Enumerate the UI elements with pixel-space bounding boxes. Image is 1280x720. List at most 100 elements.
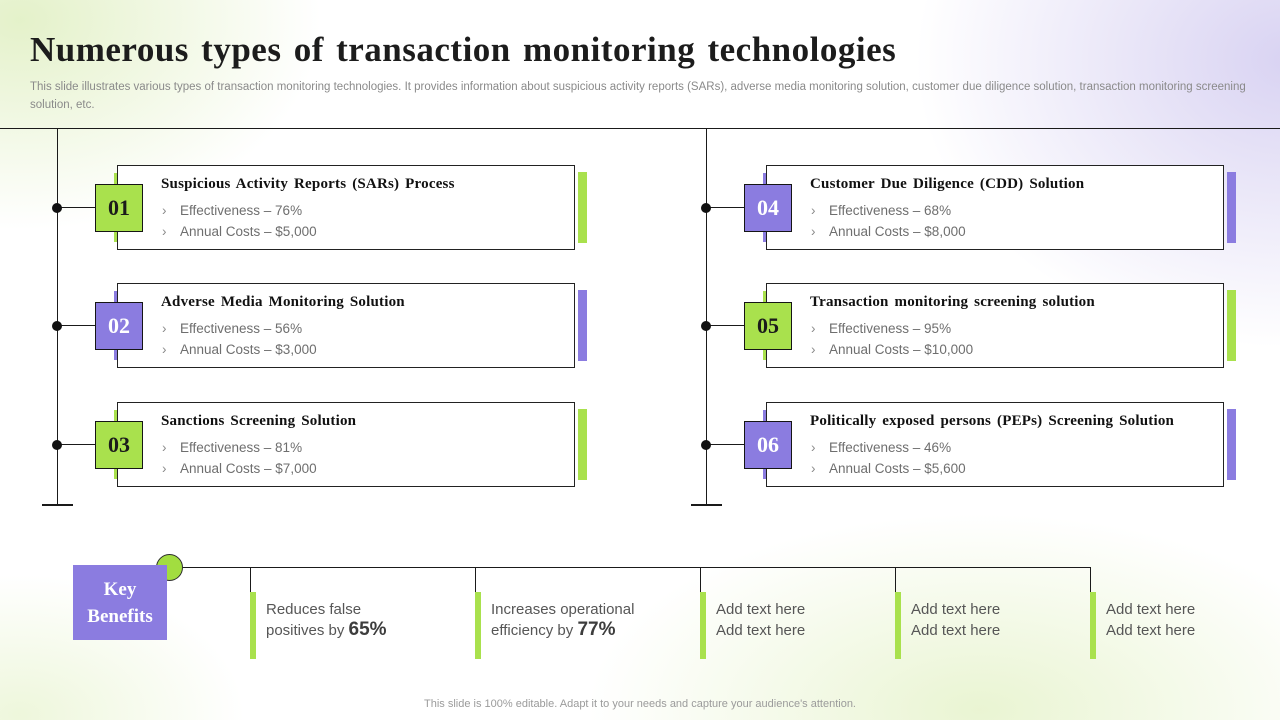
card-title: Suspicious Activity Reports (SARs) Proce…: [161, 176, 455, 192]
bullet-text: Annual Costs – $5,600: [829, 461, 966, 476]
benefit-tick-line: [1090, 567, 1092, 592]
card-accent-bar: [578, 290, 587, 361]
connector-dot-icon: [701, 202, 711, 213]
card-title: Adverse Media Monitoring Solution: [161, 294, 405, 310]
benefit-text: Reduces false positives by 65%: [266, 600, 387, 641]
left-spine-end-cap: [42, 504, 73, 506]
card-content: Adverse Media Monitoring Solution › Effec…: [161, 294, 566, 360]
benefit-line-2: efficiency by 77%: [491, 619, 616, 640]
footer-note: This slide is 100% editable. Adapt it to…: [424, 698, 856, 710]
benefit-tick-line: [250, 567, 252, 592]
benefit-accent-bar: [250, 592, 256, 659]
chevron-bullet-icon: ›: [811, 203, 816, 218]
benefit-line-2: Add text here: [716, 622, 806, 639]
card-accent-bar: [1227, 290, 1236, 361]
tech-card: Transaction monitoring screening solutio…: [701, 283, 1236, 368]
tech-card: Suspicious Activity Reports (SARs) Proce…: [52, 165, 587, 250]
bullet-text: Annual Costs – $10,000: [829, 342, 974, 357]
benefit-item[interactable]: Reduces false positives by 65%: [250, 567, 465, 667]
card-content: Sanctions Screening Solution › Effectiven…: [161, 413, 566, 479]
card-number-badge[interactable]: 03: [95, 420, 143, 469]
connector-line: [706, 206, 754, 208]
card-title: Sanctions Screening Solution: [161, 413, 357, 429]
page-subtitle: This slide illustrates various types of …: [30, 81, 1246, 111]
chevron-bullet-icon: ›: [162, 440, 167, 455]
card-number-badge[interactable]: 02: [95, 301, 143, 350]
benefit-line-1: Increases operational: [491, 601, 635, 618]
right-spine-end-cap: [691, 504, 722, 506]
chevron-bullet-icon: ›: [811, 461, 816, 476]
card-bullet-annual-cost: › Annual Costs – $8,000: [810, 221, 1215, 242]
card-bullet-effectiveness: › Effectiveness – 76%: [161, 200, 566, 221]
connector-line: [706, 324, 754, 326]
card-number-badge[interactable]: 05: [744, 301, 792, 350]
benefit-line-2: positives by 65%: [266, 619, 387, 640]
card-number-badge[interactable]: 06: [744, 420, 792, 469]
benefit-item[interactable]: Add text here Add text here: [895, 567, 1110, 667]
benefit-accent-bar: [475, 592, 481, 659]
bullet-text: Effectiveness – 95%: [829, 321, 952, 336]
card-bullet-effectiveness: › Effectiveness – 68%: [810, 200, 1215, 221]
bullet-text: Annual Costs – $7,000: [180, 461, 317, 476]
card-number-badge[interactable]: 01: [95, 183, 143, 232]
card-box[interactable]: Politically exposed persons (PEPs) Scree…: [766, 402, 1224, 487]
chevron-bullet-icon: ›: [811, 440, 816, 455]
chevron-bullet-icon: ›: [162, 203, 167, 218]
card-bullet-effectiveness: › Effectiveness – 56%: [161, 318, 566, 339]
benefit-line-1: Add text here: [1106, 601, 1196, 618]
card-bullet-effectiveness: › Effectiveness – 46%: [810, 437, 1215, 458]
card-box[interactable]: Transaction monitoring screening solutio…: [766, 283, 1224, 368]
card-accent-bar: [1227, 409, 1236, 480]
benefit-line-2: Add text here: [1106, 622, 1196, 639]
tech-card: Sanctions Screening Solution › Effectiven…: [52, 402, 587, 487]
benefit-tick-line: [700, 567, 702, 592]
benefit-text: Add text here Add text here: [1106, 600, 1195, 641]
card-accent-bar: [578, 409, 587, 480]
benefit-line-1: Reduces false: [266, 601, 362, 618]
card-box[interactable]: Suspicious Activity Reports (SARs) Proce…: [117, 165, 575, 250]
key-benefits-label[interactable]: Key Benefits: [73, 565, 167, 640]
benefit-accent-bar: [700, 592, 706, 659]
benefit-item[interactable]: Increases operational efficiency by 77%: [475, 567, 690, 667]
card-content: Customer Due Diligence (CDD) Solution › E…: [810, 176, 1215, 242]
bullet-text: Annual Costs – $8,000: [829, 224, 966, 239]
benefit-accent-bar: [1090, 592, 1096, 659]
bullet-text: Effectiveness – 81%: [180, 440, 303, 455]
connector-dot-icon: [52, 202, 62, 213]
card-bullet-annual-cost: › Annual Costs – $3,000: [161, 339, 566, 360]
benefit-item[interactable]: Add text here Add text here: [700, 567, 915, 667]
benefit-highlight-value: 65%: [348, 619, 387, 640]
chevron-bullet-icon: ›: [811, 342, 816, 357]
card-box[interactable]: Adverse Media Monitoring Solution › Effec…: [117, 283, 575, 368]
bullet-text: Effectiveness – 56%: [180, 321, 303, 336]
connector-dot-icon: [701, 439, 711, 450]
page-title: Numerous types of transaction monitoring…: [30, 30, 897, 69]
benefit-text: Increases operational efficiency by 77%: [491, 600, 634, 641]
top-connector-line: [0, 128, 1280, 130]
card-bullet-annual-cost: › Annual Costs – $10,000: [810, 339, 1215, 360]
card-box[interactable]: Customer Due Diligence (CDD) Solution › E…: [766, 165, 1224, 250]
card-number-badge[interactable]: 04: [744, 183, 792, 232]
card-bullet-annual-cost: › Annual Costs – $5,000: [161, 221, 566, 242]
left-spine-line: [57, 128, 59, 505]
card-content: Suspicious Activity Reports (SARs) Proce…: [161, 176, 566, 242]
chevron-bullet-icon: ›: [811, 224, 816, 239]
card-box[interactable]: Sanctions Screening Solution › Effectiven…: [117, 402, 575, 487]
card-accent-bar: [1227, 172, 1236, 243]
card-accent-bar: [578, 172, 587, 243]
benefit-accent-bar: [895, 592, 901, 659]
benefit-tick-line: [895, 567, 897, 592]
benefit-text: Add text here Add text here: [911, 600, 1000, 641]
chevron-bullet-icon: ›: [162, 321, 167, 336]
card-bullet-annual-cost: › Annual Costs – $5,600: [810, 458, 1215, 479]
bullet-text: Effectiveness – 46%: [829, 440, 952, 455]
tech-card: Politically exposed persons (PEPs) Scree…: [701, 402, 1236, 487]
benefit-line-1: Add text here: [716, 601, 806, 618]
tech-card: Customer Due Diligence (CDD) Solution › E…: [701, 165, 1236, 250]
benefit-item[interactable]: Add text here Add text here: [1090, 567, 1280, 667]
card-title: Politically exposed persons (PEPs) Scree…: [810, 413, 1175, 429]
card-bullet-effectiveness: › Effectiveness – 95%: [810, 318, 1215, 339]
benefit-tick-line: [475, 567, 477, 592]
card-bullet-effectiveness: › Effectiveness – 81%: [161, 437, 566, 458]
